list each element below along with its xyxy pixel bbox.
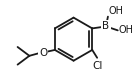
Text: B: B [102, 21, 110, 31]
Text: OH: OH [119, 25, 134, 35]
Text: O: O [39, 48, 47, 58]
Text: OH: OH [109, 6, 124, 16]
Text: Cl: Cl [92, 61, 102, 71]
